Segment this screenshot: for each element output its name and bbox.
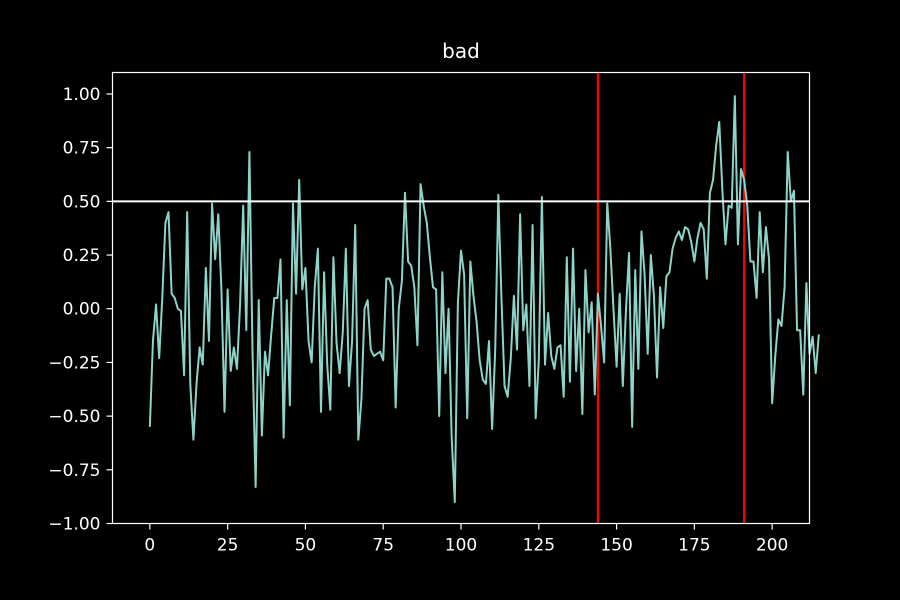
x-tick-label-0: 0 (144, 536, 155, 556)
y-tick-label-5: 0.25 (63, 246, 101, 266)
y-tick-label-6: 0.50 (63, 192, 101, 212)
y-axis: −1.00 −0.75 −0.50 −0.25 0.00 0.25 0.50 0.75 1.00 (48, 85, 113, 535)
series-line-0 (148, 95, 820, 504)
x-axis: 0 25 50 75 100 125 150 175 200 (144, 523, 788, 556)
y-tick-label-4: 0.00 (63, 300, 101, 320)
series-layer (148, 95, 820, 504)
y-tick-label-2: −0.50 (48, 407, 100, 427)
x-tick-label-5: 125 (523, 536, 555, 556)
x-tick-label-2: 50 (295, 536, 317, 556)
y-tick-label-8: 1.00 (63, 85, 101, 105)
x-tick-label-8: 200 (756, 536, 788, 556)
x-tick-label-7: 175 (678, 536, 710, 556)
y-tick-label-1: −0.75 (48, 461, 100, 481)
chart-title: bad (442, 39, 480, 63)
x-tick-label-3: 75 (372, 536, 394, 556)
x-tick-label-6: 150 (600, 536, 632, 556)
y-tick-label-3: −0.25 (48, 353, 100, 373)
y-tick-label-7: 0.75 (63, 139, 101, 159)
x-tick-label-1: 25 (217, 536, 239, 556)
y-tick-label-0: −1.00 (48, 515, 100, 535)
x-tick-label-4: 100 (445, 536, 477, 556)
